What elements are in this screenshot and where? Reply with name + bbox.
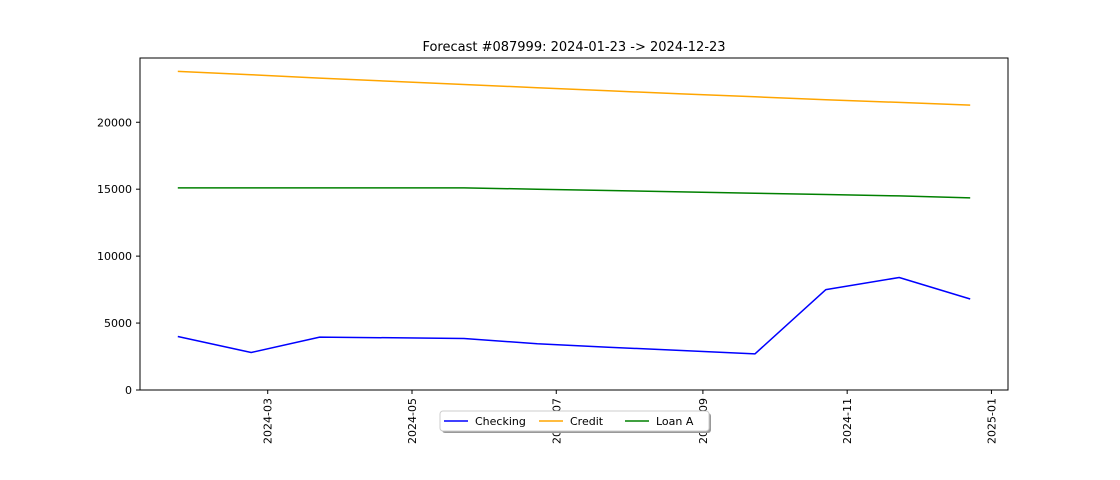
- x-tick-label: 2024-11: [841, 398, 854, 444]
- legend-box: [439, 410, 710, 432]
- y-tick-label: 5000: [104, 317, 132, 330]
- chart-title: Forecast #087999: 2024-01-23 -> 2024-12-…: [422, 40, 725, 55]
- axis-ticks: 050001000015000200002024-032024-052024-0…: [97, 116, 998, 444]
- plot-area: [139, 57, 1009, 391]
- legend-label: Loan A: [656, 415, 694, 428]
- x-tick-label: 2025-01: [985, 398, 998, 444]
- series-lines: [177, 70, 971, 355]
- legend-label: Checking: [475, 415, 526, 428]
- legend-label: Credit: [570, 415, 604, 428]
- series-line-checking: [177, 276, 971, 355]
- series-line-loan-a: [177, 187, 971, 199]
- x-tick-label: 2024-03: [262, 398, 275, 444]
- x-tick-label: 2024-05: [406, 398, 419, 444]
- y-tick-label: 0: [125, 384, 132, 397]
- series-line-credit: [177, 70, 971, 106]
- y-tick-label: 10000: [97, 250, 132, 263]
- y-tick-label: 15000: [97, 183, 132, 196]
- legend: Checking Credit Loan A: [439, 410, 711, 433]
- y-tick-label: 20000: [97, 116, 132, 129]
